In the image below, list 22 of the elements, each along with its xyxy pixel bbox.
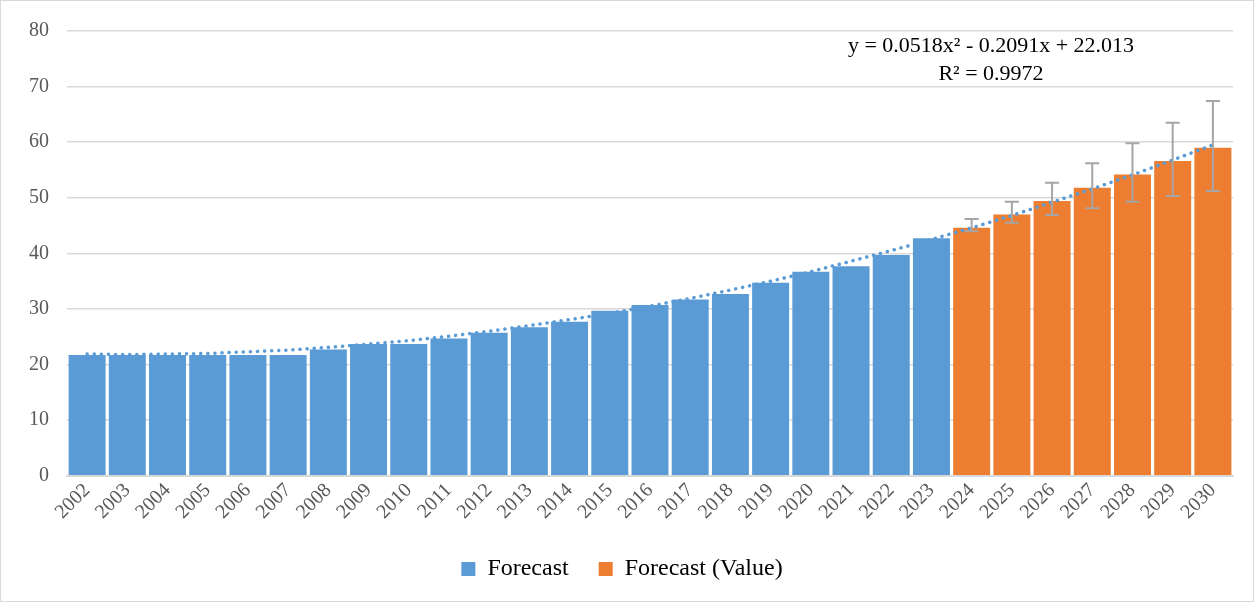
y-tick-label: 70	[29, 73, 49, 96]
legend-label: Forecast	[487, 554, 570, 581]
bar	[993, 214, 1031, 475]
bar	[269, 355, 307, 475]
y-tick-label: 20	[29, 351, 49, 374]
bar	[1033, 201, 1071, 475]
y-tick-label: 10	[29, 407, 49, 430]
annotation: y = 0.0518x² - 0.2091x + 22.013	[847, 31, 1135, 57]
y-tick-label: 40	[29, 240, 49, 263]
bar	[1073, 187, 1111, 475]
y-tick-label: 30	[29, 296, 49, 319]
annotation: R² = 0.9972	[938, 59, 1044, 85]
y-tick-label: 50	[29, 185, 49, 208]
x-tick-label: 2011	[412, 478, 456, 522]
y-tick-label: 0	[39, 463, 49, 485]
bar	[953, 227, 991, 475]
bar	[1113, 174, 1151, 475]
legend-label: Forecast (Value)	[624, 554, 783, 581]
bar	[1154, 161, 1192, 475]
y-tick-label: 80	[29, 18, 49, 41]
bar	[1194, 147, 1232, 475]
y-tick-label: 60	[29, 129, 49, 152]
